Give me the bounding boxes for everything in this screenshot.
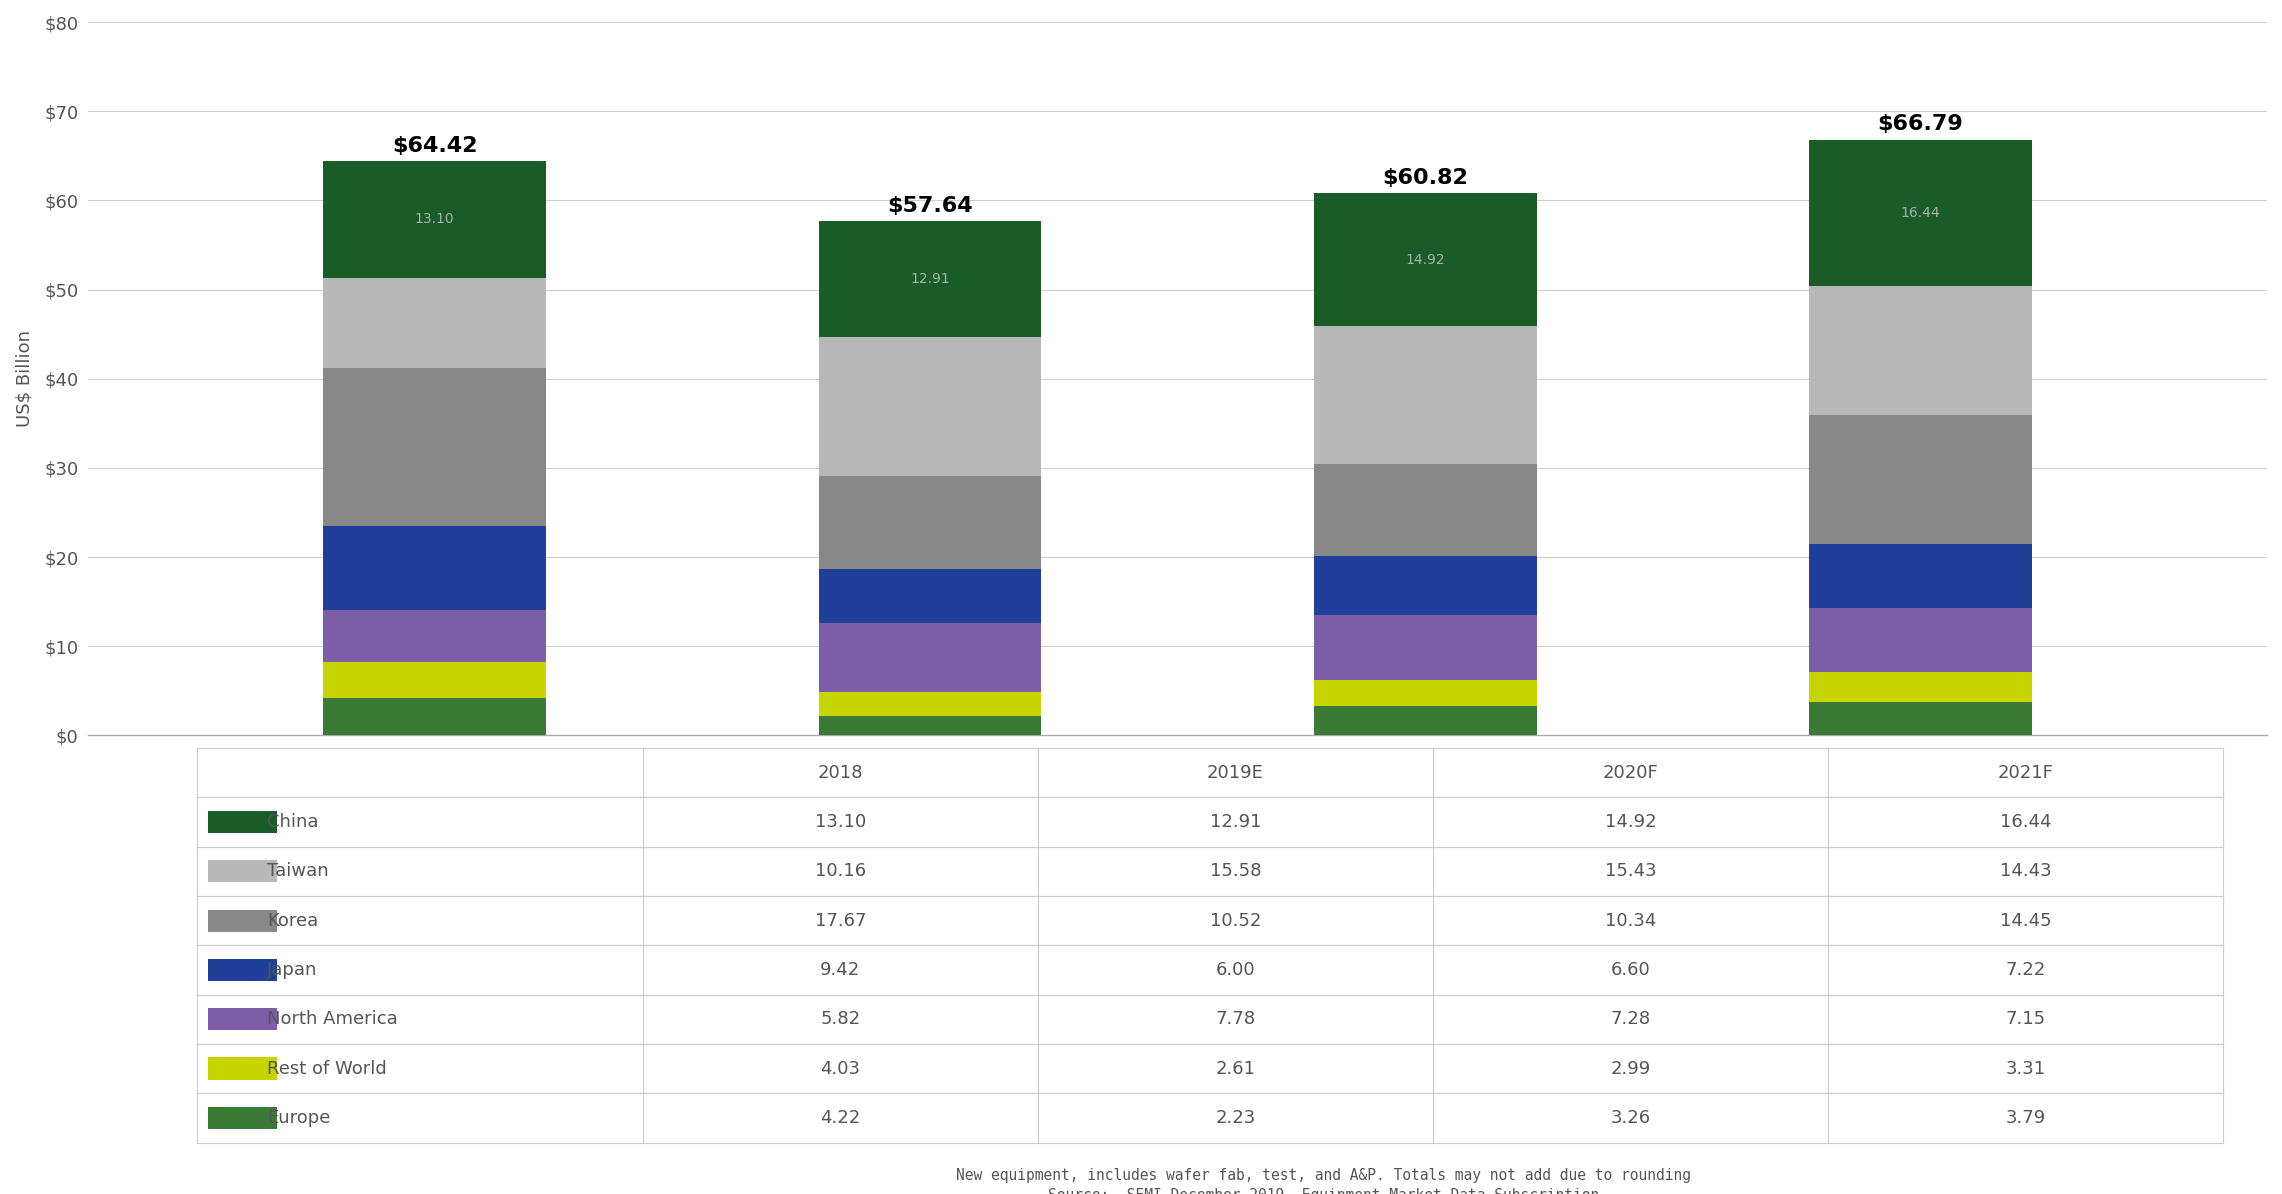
Text: 2.61: 2.61 [1216, 1059, 1255, 1077]
Text: 2.23: 2.23 [1216, 1109, 1255, 1127]
Text: 2020F: 2020F [1602, 764, 1659, 782]
Bar [324, 278, 545, 369]
Text: 10.34: 10.34 [1604, 912, 1657, 930]
Bar [1314, 679, 1536, 707]
Bar [1314, 326, 1536, 463]
Text: $66.79: $66.79 [1878, 115, 1963, 135]
Bar [1810, 140, 2031, 287]
Bar [324, 527, 545, 610]
Bar [1314, 615, 1536, 679]
Bar [1810, 287, 2031, 416]
Text: 7.15: 7.15 [2006, 1010, 2047, 1028]
Text: 5.82: 5.82 [819, 1010, 860, 1028]
Bar [1314, 707, 1536, 736]
Bar [324, 610, 545, 661]
Text: 3.31: 3.31 [2006, 1059, 2047, 1077]
Text: 6.60: 6.60 [1611, 961, 1650, 979]
FancyBboxPatch shape [208, 1008, 276, 1030]
Text: 12.91: 12.91 [911, 272, 949, 287]
Text: 2019E: 2019E [1207, 764, 1264, 782]
Text: China: China [267, 813, 317, 831]
Y-axis label: US$ Billion: US$ Billion [16, 331, 32, 427]
Text: Korea: Korea [267, 912, 317, 930]
Text: Taiwan: Taiwan [267, 862, 329, 880]
Text: 12.91: 12.91 [1209, 813, 1262, 831]
Text: 3.79: 3.79 [2006, 1109, 2047, 1127]
Text: 9.42: 9.42 [819, 961, 860, 979]
Text: 16.44: 16.44 [1901, 207, 1940, 220]
Bar [1314, 193, 1536, 326]
Text: 7.28: 7.28 [1611, 1010, 1650, 1028]
Text: 14.92: 14.92 [1604, 813, 1657, 831]
Text: $64.42: $64.42 [393, 136, 477, 155]
Text: 7.22: 7.22 [2006, 961, 2047, 979]
Text: 15.43: 15.43 [1604, 862, 1657, 880]
Text: 16.44: 16.44 [1999, 813, 2052, 831]
Bar [1314, 556, 1536, 615]
Text: 13.10: 13.10 [815, 813, 867, 831]
Text: 10.52: 10.52 [1209, 912, 1262, 930]
Text: 13.10: 13.10 [415, 213, 454, 227]
FancyBboxPatch shape [208, 959, 276, 981]
Text: Japan: Japan [267, 961, 317, 979]
Text: 2.99: 2.99 [1611, 1059, 1650, 1077]
Bar [324, 697, 545, 736]
Text: 10.16: 10.16 [815, 862, 865, 880]
Text: Source:  SEMI December 2019, Equipment Market Data Subscription: Source: SEMI December 2019, Equipment Ma… [1047, 1188, 1600, 1194]
Text: $57.64: $57.64 [888, 196, 972, 216]
Text: $60.82: $60.82 [1383, 167, 1467, 187]
Bar [819, 570, 1041, 623]
Bar [819, 475, 1041, 570]
Text: New equipment, includes wafer fab, test, and A&P. Totals may not add due to roun: New equipment, includes wafer fab, test,… [956, 1168, 1691, 1183]
Text: 6.00: 6.00 [1216, 961, 1255, 979]
Text: Europe: Europe [267, 1109, 331, 1127]
Bar [324, 661, 545, 697]
FancyBboxPatch shape [208, 1107, 276, 1130]
Text: 2021F: 2021F [1999, 764, 2054, 782]
Text: 14.43: 14.43 [1999, 862, 2052, 880]
Text: 3.26: 3.26 [1611, 1109, 1650, 1127]
Text: 17.67: 17.67 [815, 912, 867, 930]
Text: 15.58: 15.58 [1209, 862, 1262, 880]
Bar [819, 337, 1041, 475]
Bar [819, 623, 1041, 693]
FancyBboxPatch shape [208, 1058, 276, 1079]
FancyBboxPatch shape [208, 860, 276, 882]
Bar [1810, 609, 2031, 672]
Text: 14.45: 14.45 [1999, 912, 2052, 930]
Bar [1810, 544, 2031, 609]
Bar [1810, 416, 2031, 544]
Text: Rest of World: Rest of World [267, 1059, 386, 1077]
Text: 14.92: 14.92 [1406, 253, 1445, 266]
Bar [819, 693, 1041, 715]
Text: 4.22: 4.22 [819, 1109, 860, 1127]
Bar [819, 715, 1041, 736]
Text: 4.03: 4.03 [822, 1059, 860, 1077]
Bar [1810, 702, 2031, 736]
Bar [324, 161, 545, 278]
Bar [1810, 672, 2031, 702]
Text: 7.78: 7.78 [1216, 1010, 1255, 1028]
FancyBboxPatch shape [208, 910, 276, 931]
Text: North America: North America [267, 1010, 397, 1028]
Bar [819, 222, 1041, 337]
FancyBboxPatch shape [208, 811, 276, 833]
Bar [1314, 463, 1536, 556]
Text: 2018: 2018 [817, 764, 863, 782]
Bar [324, 369, 545, 527]
